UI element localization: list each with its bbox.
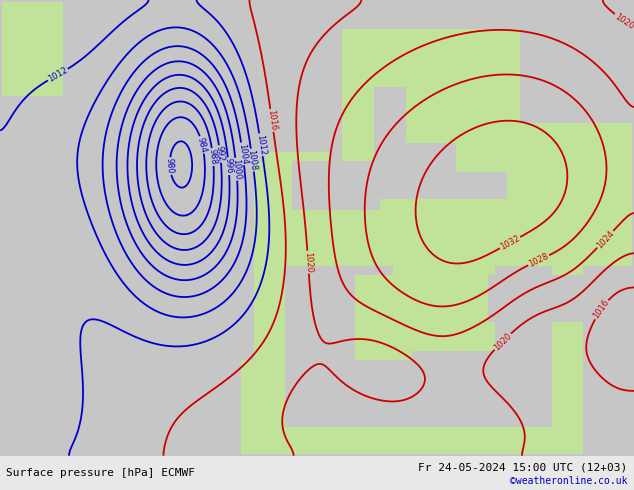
Text: 1016: 1016 [592,298,611,320]
Text: 1020: 1020 [492,331,514,352]
Text: 1008: 1008 [247,149,258,171]
Text: Fr 24-05-2024 15:00 UTC (12+03): Fr 24-05-2024 15:00 UTC (12+03) [418,463,628,473]
Text: 1020: 1020 [612,12,634,31]
Text: ©weatheronline.co.uk: ©weatheronline.co.uk [510,476,628,486]
Text: 1028: 1028 [527,251,550,269]
Text: 996: 996 [223,158,234,174]
Text: 980: 980 [165,158,175,174]
Text: 1000: 1000 [231,158,242,180]
Text: 1016: 1016 [266,109,278,131]
Text: 1004: 1004 [237,143,249,165]
Text: 988: 988 [207,148,218,166]
Text: 1012: 1012 [46,66,69,84]
Text: 1012: 1012 [255,134,267,156]
Text: 1032: 1032 [498,234,522,252]
Text: 984: 984 [196,136,209,153]
Text: 992: 992 [215,146,226,162]
Text: 1024: 1024 [595,228,616,250]
Text: 1020: 1020 [303,251,313,273]
Text: Surface pressure [hPa] ECMWF: Surface pressure [hPa] ECMWF [6,468,195,478]
